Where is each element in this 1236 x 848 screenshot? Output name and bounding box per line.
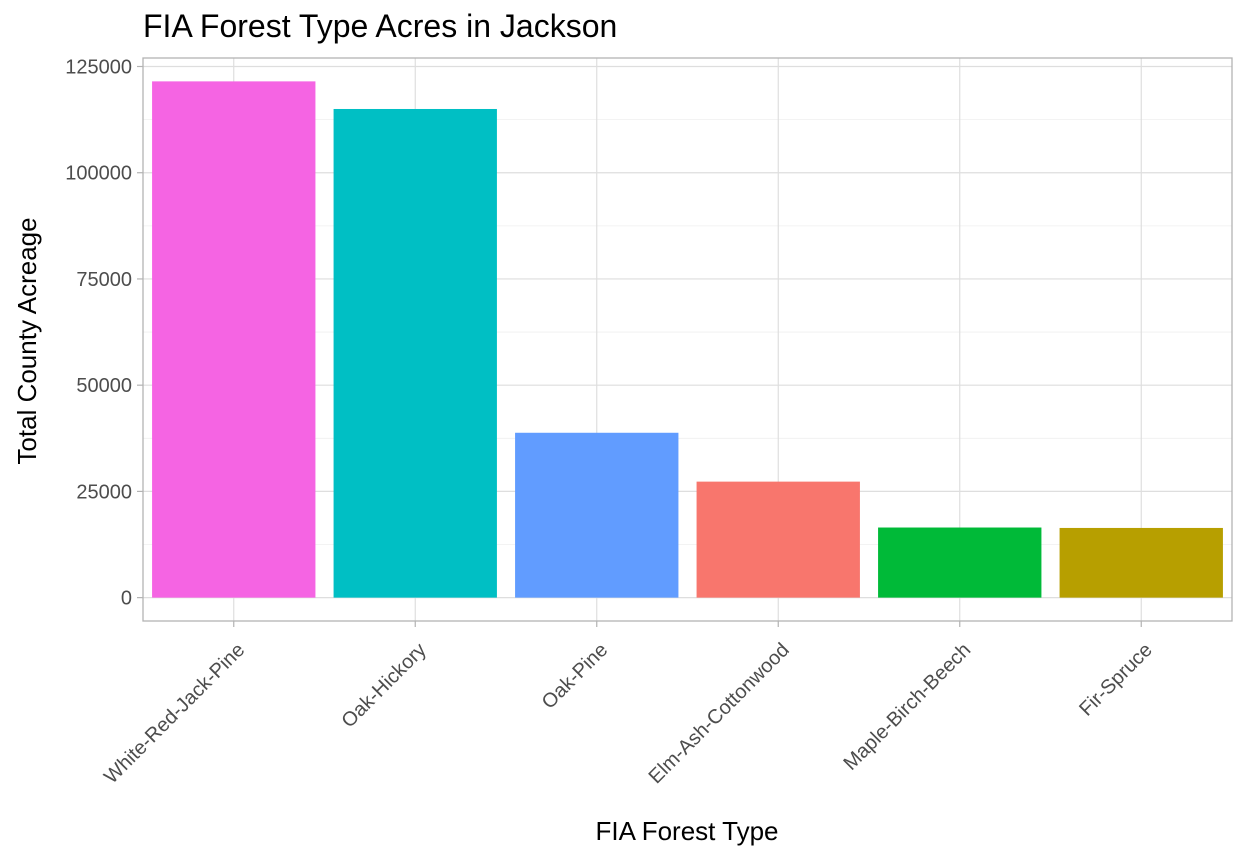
- chart-title: FIA Forest Type Acres in Jackson: [143, 8, 617, 44]
- bar-white-red-jack-pine: [152, 81, 316, 598]
- y-tick-label: 75000: [76, 269, 132, 291]
- y-tick-label: 50000: [76, 375, 132, 397]
- y-tick-label: 0: [121, 588, 132, 610]
- grid-lines: [143, 58, 1232, 621]
- bars: [152, 81, 1223, 598]
- bar-elm-ash-cottonwood: [696, 481, 860, 598]
- y-tick-label: 125000: [65, 56, 132, 78]
- y-tick-label: 25000: [76, 481, 132, 503]
- y-axis: 0 25000 50000 75000 100000 125000: [65, 56, 143, 610]
- plot-panel: [142, 57, 1233, 622]
- y-tick-label: 100000: [65, 163, 132, 185]
- bar-maple-birch-beech: [878, 527, 1042, 598]
- bar-fir-spruce: [1059, 527, 1223, 598]
- bar-oak-pine: [515, 432, 679, 598]
- y-axis-title: Total County Acreage: [12, 217, 42, 464]
- bar-oak-hickory: [333, 108, 497, 598]
- x-axis-title: FIA Forest Type: [595, 816, 778, 846]
